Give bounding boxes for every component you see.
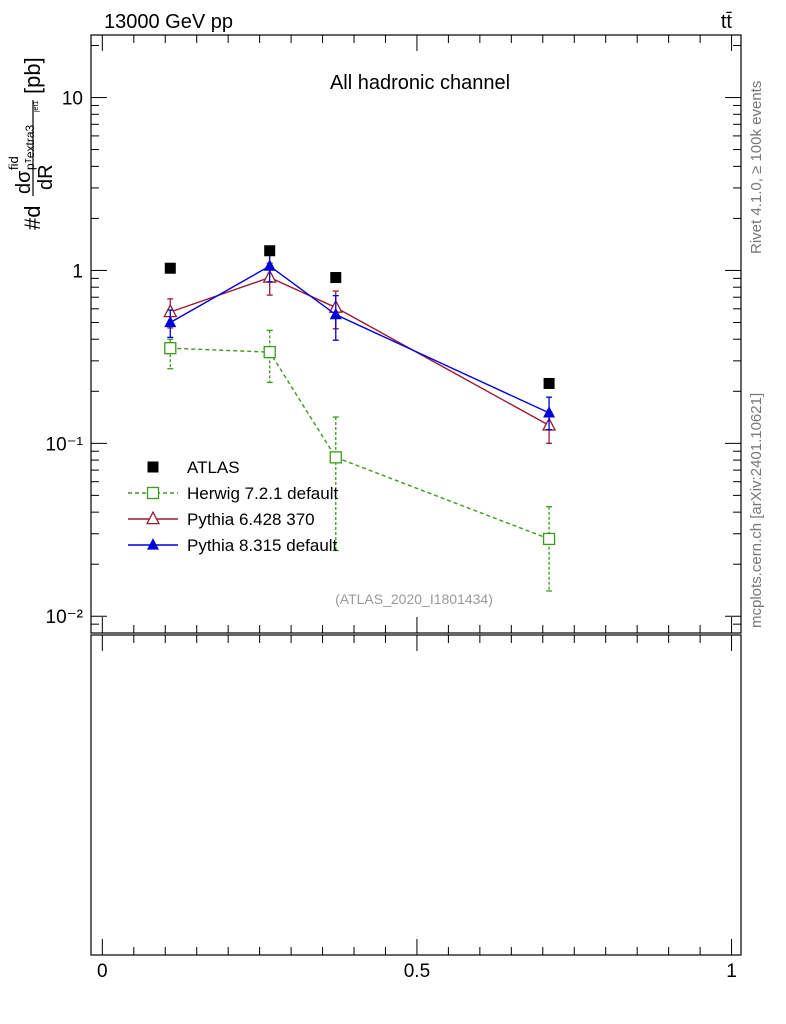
ylabel-subscript: pᵀextra3 — [23, 124, 37, 170]
data-point — [330, 272, 342, 284]
data-point — [164, 262, 176, 274]
data-point — [164, 315, 177, 328]
ratio-panel-frame — [90, 634, 742, 956]
legend-label: Herwig 7.2.1 default — [187, 484, 338, 503]
data-point — [543, 406, 556, 418]
rivet-version-label: Rivet 4.1.0, ≥ 100k events — [748, 81, 765, 254]
series-line — [169, 265, 550, 414]
y-tick-label: 10 — [62, 89, 83, 110]
series-line — [170, 347, 550, 540]
x-tick-label: 0.5 — [404, 961, 430, 982]
x-tick-label: 0 — [97, 961, 108, 982]
ylabel-denominator: dR — [35, 164, 57, 190]
ylabel-unit: [pb] — [20, 57, 45, 94]
series-atlas — [164, 245, 555, 389]
ylabel-numerator: dσ — [13, 170, 35, 194]
x-tick-label: 1 — [726, 961, 737, 982]
ylabel-superscript: fid — [6, 156, 21, 170]
legend: ATLAS Herwig 7.2.1 default Pythia 6.428 37… — [128, 458, 338, 555]
data-point — [543, 377, 555, 389]
analysis-id-label: (ATLAS_2020_I1801434) — [335, 591, 493, 607]
y-tick-label: 10⁻² — [46, 607, 84, 628]
legend-marker — [147, 461, 159, 473]
legend-marker — [147, 538, 159, 550]
main-panel-frame — [90, 34, 742, 634]
legend-item: Pythia 6.428 370 — [128, 510, 315, 529]
x-axis-ticks: 0 0.5 1 — [97, 35, 737, 982]
y-tick-label: 10⁻¹ — [46, 434, 84, 455]
series-line — [170, 276, 550, 427]
ylabel-subsubscript: jet1 — [33, 101, 40, 113]
legend-item: Pythia 8.315 default — [128, 536, 338, 555]
data-point — [164, 342, 177, 355]
legend-label: Pythia 8.315 default — [187, 536, 338, 555]
legend-label: Pythia 6.428 370 — [187, 510, 315, 529]
series-herwig-7-2-1-default — [164, 329, 556, 592]
data-point — [263, 259, 276, 271]
data-point — [329, 451, 342, 464]
data-point — [542, 532, 556, 546]
mcplots-label: mcplots.cern.ch [arXiv:2401.10621] — [748, 393, 765, 628]
energy-label: 13000 GeV pp — [104, 11, 233, 33]
series-layer — [163, 245, 557, 592]
y-tick-label: 1 — [72, 261, 83, 282]
y-axis-ticks: 10 1 10⁻¹ 10⁻² — [46, 44, 741, 634]
chart-title: All hadronic channel — [330, 72, 510, 94]
legend-item: Herwig 7.2.1 default — [128, 484, 338, 503]
legend-label: ATLAS — [187, 458, 240, 477]
legend-item: ATLAS — [147, 458, 240, 477]
legend-marker — [146, 486, 160, 500]
y-axis-label: #d dσ fid pᵀextra3 jet1 dR [pb] — [6, 57, 57, 230]
process-label: tt̄ — [721, 11, 733, 33]
data-point — [329, 307, 342, 320]
series-pythia-6-428-370 — [163, 262, 557, 444]
data-point — [263, 345, 276, 359]
data-point — [264, 245, 276, 257]
legend-marker — [145, 510, 161, 525]
series-pythia-8-315-default — [164, 252, 556, 431]
ylabel-prefix: #d — [20, 206, 45, 230]
